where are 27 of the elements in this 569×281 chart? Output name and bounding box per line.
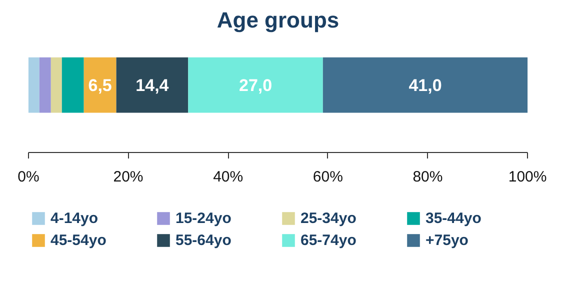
bar [28,57,40,113]
bar [116,57,188,113]
bar [188,57,323,113]
data-label: 27,0 [238,76,272,96]
data-label: 14,4 [136,76,170,96]
x-tick-label: 80% [412,168,443,186]
bar [39,57,51,113]
bar [84,57,116,113]
x-tick-label: 40% [213,168,244,186]
legend-label: 15-24yo [176,209,232,227]
x-tick-label: 60% [312,168,343,186]
legend-label: 4-14yo [50,209,100,227]
legend-label: 55-64yo [176,231,232,249]
data-label: 6,5 [88,76,112,96]
legend-label: +75yo [426,231,470,249]
data-label: 41,0 [408,76,442,96]
bar [62,57,84,113]
bar [322,57,528,113]
x-tick-label: 0% [18,168,40,186]
x-tick-label: 100% [508,168,547,186]
legend-label: 35-44yo [426,209,482,227]
legend-label: 25-34yo [300,209,358,227]
legend-label: 45-54yo [50,231,108,249]
legend-label: 65-74yo [300,231,358,249]
bar [50,57,62,113]
x-tick-label: 20% [113,168,144,186]
chart-title: Age groups [216,8,340,32]
